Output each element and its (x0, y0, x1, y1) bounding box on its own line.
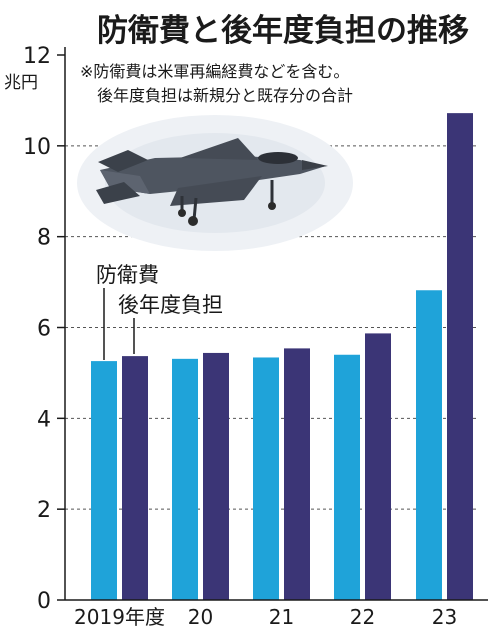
bar-later-0 (122, 356, 148, 600)
note-line-1: ※防衛費は米軍再編経費などを含む。 (80, 62, 349, 81)
y-tick-label: 10 (23, 135, 51, 160)
y-tick-labels: 0 2 4 6 8 10 12 (23, 44, 51, 614)
legend-label-defense: 防衛費 (96, 263, 159, 287)
bar-later-3 (365, 333, 391, 600)
bars (91, 113, 473, 600)
x-tick-label: 21 (269, 605, 294, 629)
y-tick-label: 0 (37, 589, 51, 614)
legend: 防衛費 後年度負担 (96, 263, 223, 360)
bar-defense-0 (91, 361, 117, 600)
x-tick-label: 23 (432, 605, 457, 629)
x-tick-labels: 2019年度 20 21 22 23 (74, 605, 457, 629)
x-tick-label: 22 (350, 605, 375, 629)
bar-later-1 (203, 352, 229, 600)
chart-title: 防衛費と後年度負担の推移 (97, 13, 469, 49)
note-line-2: 後年度負担は新規分と既存分の合計 (97, 86, 353, 105)
x-tick-label: 2019年度 (74, 605, 165, 629)
bar-later-4 (447, 113, 473, 600)
x-tick-label: 20 (188, 605, 213, 629)
fighter-jet-photo (77, 115, 353, 251)
y-tick-label: 4 (37, 407, 51, 432)
bar-later-2 (284, 348, 310, 600)
axes (64, 47, 488, 601)
y-tick-label: 8 (37, 226, 51, 251)
bar-defense-4 (416, 290, 442, 600)
bar-defense-2 (253, 357, 279, 600)
y-tick-label: 12 (23, 44, 51, 69)
bar-defense-3 (334, 354, 360, 600)
legend-label-later: 後年度負担 (118, 293, 223, 317)
y-unit-label: 兆円 (4, 73, 38, 93)
bar-defense-1 (172, 358, 198, 600)
y-tick-label: 2 (37, 498, 51, 523)
y-tick-label: 6 (37, 317, 51, 342)
